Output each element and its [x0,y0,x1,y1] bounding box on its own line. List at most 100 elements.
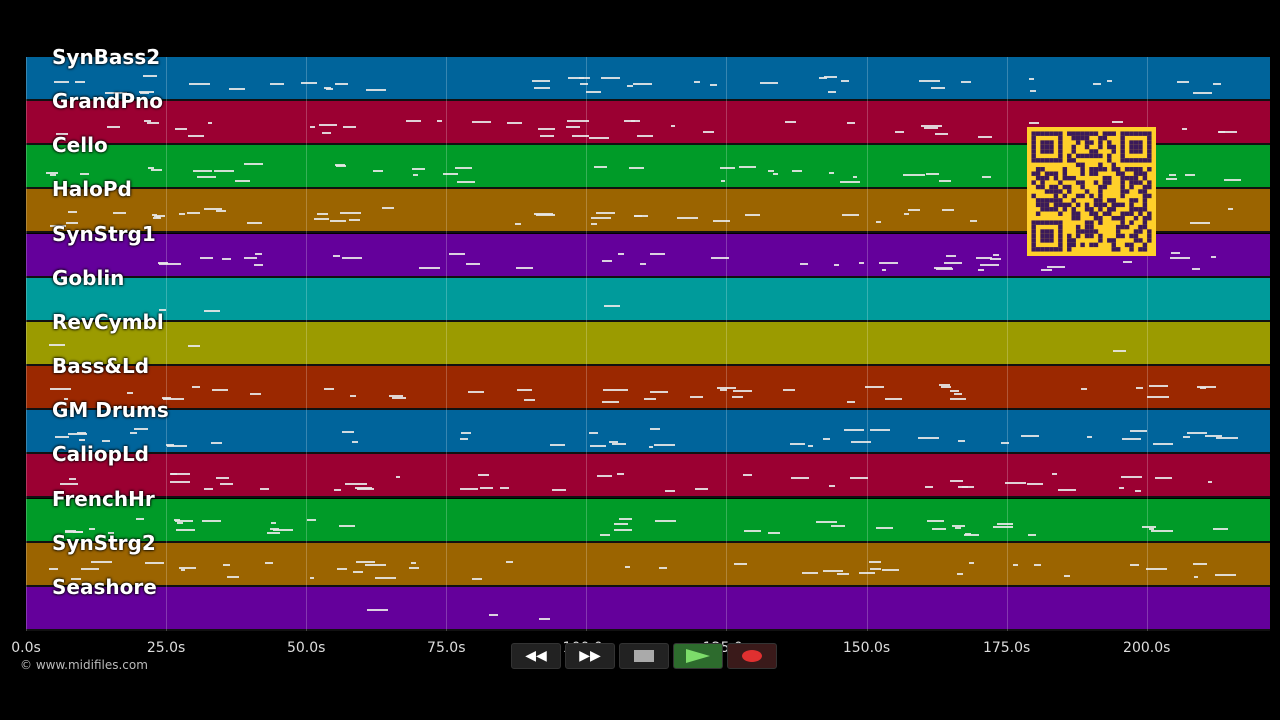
note-mark [1147,395,1169,398]
note-mark [64,398,69,401]
note-mark [266,531,281,534]
note-mark [1119,486,1125,489]
note-mark [130,432,138,435]
track-label: SynBass2 [52,45,161,69]
note-mark [979,264,1000,267]
note-mark [142,75,157,78]
note-mark [127,391,134,394]
note-mark [316,212,328,215]
note-mark [158,308,166,311]
note-mark [349,395,357,398]
note-mark [339,211,361,214]
note-mark [849,477,869,480]
note-mark [1141,526,1156,529]
note-mark [931,528,947,531]
note-mark [411,167,426,170]
note-mark [55,435,69,438]
note-mark [1197,385,1217,388]
note-mark [739,165,756,168]
note-mark [188,135,205,138]
note-mark [602,389,624,392]
note-mark [930,86,945,89]
copyright-text: © www.midifiles.com [20,658,148,672]
note-mark [326,88,333,91]
note-mark [334,164,345,167]
note-mark [1151,529,1173,532]
note-mark [136,518,144,521]
note-mark [670,124,676,127]
note-mark [1120,475,1142,478]
note-mark [927,519,945,522]
transport-controls: ◀◀ ▶▶ [511,643,777,669]
note-mark [1192,91,1213,94]
note-mark [875,221,882,224]
note-mark [412,174,418,177]
note-mark [355,486,373,489]
note-mark [847,122,856,125]
note-mark [601,259,613,262]
note-mark [626,85,633,88]
note-mark [382,207,395,210]
note-mark [174,520,193,523]
note-mark [300,82,318,85]
note-mark [344,483,367,485]
record-button[interactable] [727,643,777,669]
note-mark [228,87,246,90]
note-mark [253,263,263,266]
note-mark [654,520,676,523]
play-button[interactable] [673,643,723,669]
note-mark [636,135,653,138]
note-mark [611,442,627,445]
note-mark [247,221,262,224]
note-mark [1058,488,1076,491]
note-mark [1207,480,1212,483]
note-mark [466,263,481,266]
note-mark [366,88,386,91]
note-mark [689,396,704,399]
note-mark [824,76,838,79]
note-mark [782,388,795,391]
note-mark [944,262,962,265]
rewind-button[interactable]: ◀◀ [511,643,561,669]
time-tick-label: 25.0s [146,640,186,656]
note-mark [978,269,985,272]
note-mark [800,263,808,266]
grid-line [306,57,308,631]
note-mark [73,531,83,534]
note-mark [199,257,213,260]
note-mark [992,526,1013,529]
note-mark [489,613,498,616]
note-mark [341,257,363,260]
note-mark [593,166,607,169]
note-mark [624,120,635,123]
note-mark [924,127,938,130]
fast-forward-button[interactable]: ▶▶ [565,643,615,669]
note-mark [695,488,708,491]
track-row: Bass&Ld [26,354,1270,411]
note-mark [951,525,965,528]
note-mark [1215,574,1236,577]
note-mark [163,398,184,401]
note-mark [375,577,397,580]
note-mark [1216,436,1239,439]
note-mark [204,488,213,491]
note-mark [159,263,182,266]
note-mark [144,561,165,564]
note-mark [596,211,615,214]
note-mark [151,213,158,216]
note-mark [784,120,797,123]
track-label: FrenchHr [52,486,155,511]
note-mark [925,485,934,488]
stop-button[interactable] [619,643,669,669]
note-mark [234,179,250,182]
note-mark [50,225,66,228]
note-mark [356,488,374,491]
note-mark [348,218,361,221]
note-mark [59,482,79,485]
note-mark [1020,435,1040,438]
time-tick-label: 175.0s [982,640,1031,656]
note-mark [1184,174,1195,177]
note-mark [942,208,954,211]
note-mark [1154,476,1173,479]
note-mark [227,576,240,579]
